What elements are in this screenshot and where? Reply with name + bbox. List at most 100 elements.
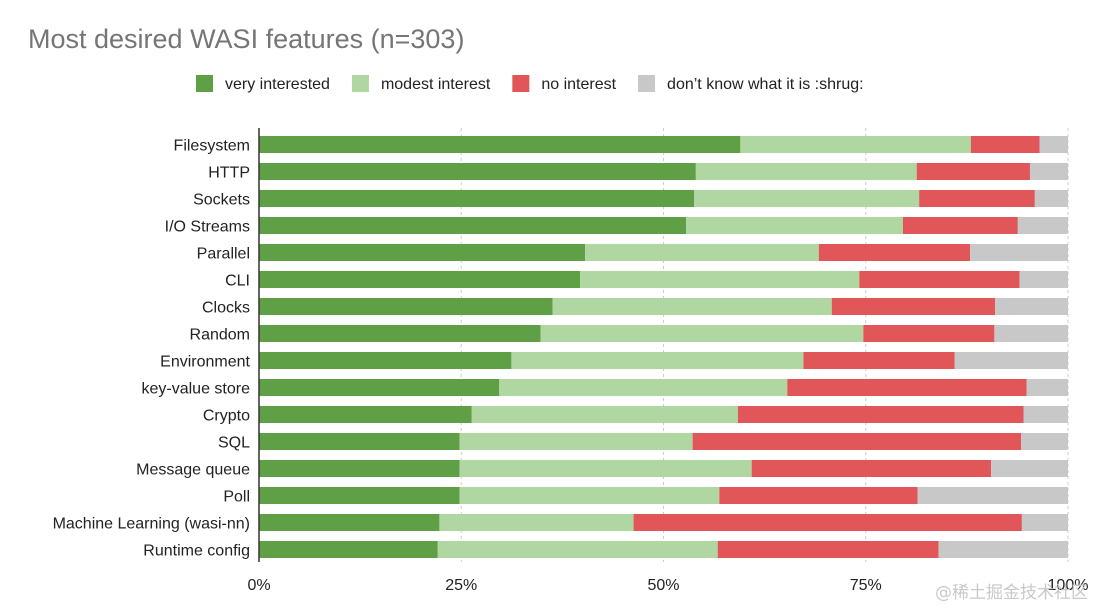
bar-segment-very: [259, 433, 460, 450]
bar-segment-dont: [991, 460, 1068, 477]
category-label: Environment: [160, 354, 250, 371]
bar-segment-dont: [1039, 136, 1068, 153]
x-tick-label-2: 50%: [647, 577, 679, 594]
bar-segment-modest: [580, 271, 860, 288]
category-label: Machine Learning (wasi-nn): [53, 516, 250, 533]
bar-segment-dont: [1034, 190, 1068, 207]
bar-segment-dont: [938, 541, 1068, 558]
bar-segment-modest: [694, 190, 920, 207]
bar-segment-modest: [459, 487, 720, 504]
bar-segment-modest: [459, 433, 693, 450]
x-tick-label-1: 25%: [445, 577, 477, 594]
bar-segment-very: [259, 514, 440, 531]
bar-segment-dont: [1017, 217, 1068, 234]
bar-segment-modest: [499, 379, 788, 396]
bar-segment-dont: [970, 244, 1068, 261]
legend-label-1: modest interest: [381, 76, 491, 93]
bar-segment-dont: [1026, 379, 1068, 396]
bar-segment-very: [259, 541, 438, 558]
bar-segment-very: [259, 379, 500, 396]
bars: [259, 136, 1068, 558]
category-label: HTTP: [208, 165, 250, 182]
bar-segment-very: [259, 460, 460, 477]
category-label: key-value store: [142, 381, 251, 398]
legend: very interested modest interest no interes…: [196, 75, 864, 93]
bar-segment-modest: [552, 298, 832, 315]
bar-segment-modest: [439, 514, 634, 531]
bar-segment-modest: [695, 163, 917, 180]
bar-segment-dont: [1021, 514, 1068, 531]
category-label: Filesystem: [174, 138, 250, 155]
x-tick-label-4: 100%: [1048, 577, 1089, 594]
category-label: I/O Streams: [165, 219, 250, 236]
watermark: @稀土掘金技术社区: [935, 583, 1088, 603]
bar-segment-no: [633, 514, 1022, 531]
bar-segment-no: [916, 163, 1030, 180]
bar-segment-very: [259, 244, 586, 261]
bar-segment-very: [259, 298, 553, 315]
bar-segment-no: [737, 406, 1024, 423]
legend-swatch-0: [196, 75, 213, 92]
bar-segment-very: [259, 190, 695, 207]
bar-segment-modest: [511, 352, 804, 369]
bar-segment-dont: [954, 352, 1068, 369]
category-label: Parallel: [197, 246, 250, 263]
bar-segment-dont: [1019, 271, 1068, 288]
bar-segment-very: [259, 271, 581, 288]
bar-segment-no: [787, 379, 1027, 396]
bar-segment-very: [259, 163, 696, 180]
bar-segment-very: [259, 352, 512, 369]
bar-segment-very: [259, 325, 541, 342]
legend-label-2: no interest: [541, 76, 616, 93]
bar-segment-modest: [686, 217, 903, 234]
bar-segment-modest: [437, 541, 718, 558]
legend-swatch-1: [351, 75, 369, 92]
bar-segment-no: [692, 433, 1022, 450]
bar-segment-very: [259, 136, 741, 153]
legend-swatch-2: [512, 75, 530, 92]
bar-segment-no: [751, 460, 992, 477]
category-labels: Filesystem HTTP Sockets I/O Streams Parallel…: [53, 138, 251, 560]
bar-segment-dont: [917, 487, 1068, 504]
bar-segment-dont: [1029, 163, 1068, 180]
bar-segment-dont: [1023, 406, 1068, 423]
bar-segment-no: [719, 487, 918, 504]
x-tick-labels: 0% 25% 50% 75% 100%: [247, 577, 1088, 594]
x-tick-label-0: 0%: [247, 577, 270, 594]
bar-segment-dont: [1021, 433, 1068, 450]
category-label: Crypto: [203, 408, 250, 425]
category-label: Poll: [223, 489, 250, 506]
bar-segment-modest: [740, 136, 971, 153]
bar-segment-no: [902, 217, 1018, 234]
chart-title: Most desired WASI features (n=303): [28, 24, 464, 54]
bar-segment-no: [919, 190, 1035, 207]
bar-segment-modest: [459, 460, 752, 477]
bar-segment-no: [831, 298, 996, 315]
bar-segment-dont: [994, 325, 1068, 342]
legend-label-0: very interested: [225, 76, 330, 93]
bar-segment-modest: [585, 244, 819, 261]
bar-segment-very: [259, 487, 460, 504]
category-label: SQL: [218, 435, 250, 452]
legend-label-3: don’t know what it is :shrug:: [667, 76, 864, 93]
category-label: Sockets: [193, 192, 250, 209]
bar-segment-no: [863, 325, 995, 342]
bar-segment-no: [859, 271, 1020, 288]
bar-segment-modest: [540, 325, 864, 342]
legend-swatch-3: [638, 75, 656, 92]
bar-segment-no: [803, 352, 955, 369]
bar-segment-dont: [995, 298, 1068, 315]
category-label: Runtime config: [143, 543, 250, 560]
category-label: Clocks: [202, 300, 250, 317]
category-label: Random: [190, 327, 250, 344]
bar-segment-no: [717, 541, 939, 558]
bar-segment-very: [259, 217, 687, 234]
category-label: CLI: [225, 273, 250, 290]
category-label: Message queue: [136, 462, 250, 479]
bar-segment-no: [970, 136, 1040, 153]
bar-segment-modest: [471, 406, 738, 423]
bar-segment-no: [818, 244, 971, 261]
x-tick-label-3: 75%: [850, 577, 882, 594]
bar-segment-very: [259, 406, 472, 423]
